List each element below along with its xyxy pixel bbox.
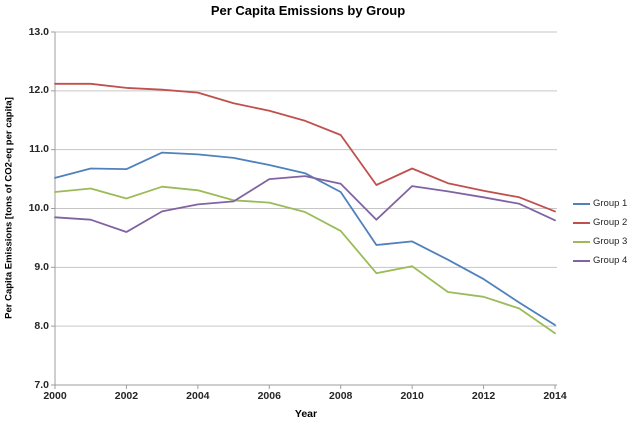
legend-line-swatch-icon: [573, 240, 590, 243]
y-tick-label: 10.0: [28, 202, 49, 214]
x-tick-label: 2010: [400, 390, 424, 402]
legend-item-label: Group 1: [593, 198, 628, 209]
x-tick-label: 2002: [114, 390, 139, 402]
chart-legend: Group 1 Group 2 Group 3 Group 4: [573, 194, 627, 270]
y-tick-label: 12.0: [28, 84, 49, 97]
series-line-group-2: [54, 82, 556, 213]
chart-title: Per Capita Emissions by Group: [210, 3, 406, 18]
series-line-group-4: [54, 175, 556, 233]
legend-item-label: Group 2: [593, 217, 628, 228]
legend-line-swatch-icon: [573, 202, 590, 205]
legend-line-swatch-icon: [573, 221, 590, 224]
series-line-group-1: [54, 151, 556, 326]
legend-item-label: Group 4: [593, 255, 628, 266]
x-axis-title: Year: [294, 408, 318, 420]
legend-item: Group 4: [573, 251, 627, 270]
series-line-group-3: [54, 185, 556, 335]
y-tick-label: 9.0: [34, 260, 49, 273]
x-tick-label: 2000: [43, 390, 67, 402]
legend-item-label: Group 3: [593, 236, 628, 247]
legend-item: Group 1: [573, 194, 627, 213]
y-tick-label: 7.0: [34, 378, 49, 391]
legend-item: Group 3: [573, 232, 627, 251]
x-tick-label: 2014: [543, 390, 567, 402]
legend-item: Group 2: [573, 213, 627, 232]
y-tick-label: 8.0: [34, 319, 49, 332]
x-tick-label: 2004: [186, 390, 210, 402]
y-tick-label: 13.0: [28, 25, 49, 38]
legend-line-swatch-icon: [573, 259, 590, 262]
x-tick-label: 2012: [471, 390, 496, 402]
y-tick-label: 11.0: [29, 143, 49, 156]
x-tick-label: 2006: [257, 390, 281, 402]
x-tick-label: 2008: [329, 390, 353, 402]
